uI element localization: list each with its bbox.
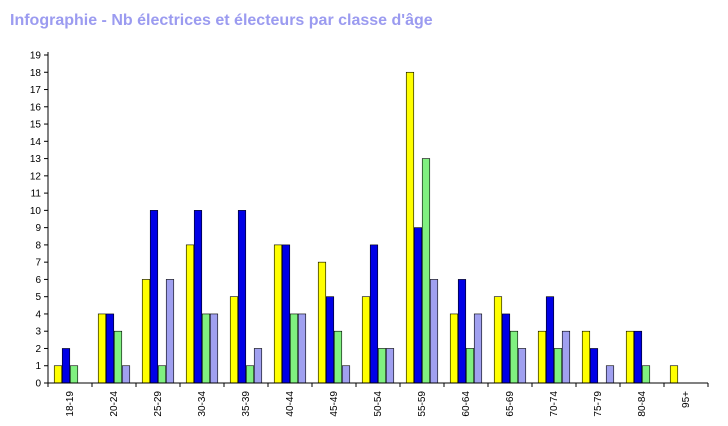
bar-55-59-s1 [405,71,415,384]
bar-40-44-s3 [289,313,299,384]
y-tick-label: 18 [30,68,42,79]
y-tick-label: 13 [30,154,42,165]
bar-30-34-s1 [185,244,195,384]
bar-65-69-s2 [501,313,511,384]
y-tick-label: 16 [30,102,42,113]
y-tick-label: 3 [35,327,41,338]
x-tick-label: 95+ [681,391,692,408]
bar-25-29-s3 [157,365,167,384]
bar-20-24-s1 [97,313,107,384]
bar-75-79-s2 [589,348,599,384]
y-tick-label: 12 [30,171,42,182]
x-tick-label: 70-74 [549,391,560,417]
x-tick-label: 65-69 [505,391,516,417]
bar-80-84-s3 [641,365,651,384]
bar-40-44-s1 [273,244,283,384]
x-tick-label: 55-59 [417,391,428,417]
chart-title: Infographie - Nb électrices et électeurs… [10,12,433,29]
bar-65-69-s4 [517,348,527,384]
bar-50-54-s2 [369,244,379,384]
y-tick-label: 1 [35,361,41,372]
x-tick-label: 25-29 [153,391,164,417]
x-tick-label: 18-19 [65,391,76,417]
bar-50-54-s3 [377,348,387,384]
y-tick-label: 5 [35,292,41,303]
bar-50-54-s1 [361,296,371,384]
bar-25-29-s1 [141,279,151,384]
bar-70-74-s1 [537,330,547,384]
bar-70-74-s4 [561,330,571,384]
bar-65-69-s1 [493,296,503,384]
axes-layer [44,52,709,387]
x-tick-label: 35-39 [241,391,252,417]
bar-20-24-s4 [121,365,131,384]
bar-95+-s1 [669,365,679,384]
y-tick-label: 10 [30,206,42,217]
bars-layer [53,71,679,384]
x-tick-label: 40-44 [285,391,296,417]
bar-35-39-s4 [253,348,263,384]
bar-60-64-s1 [449,313,459,384]
bar-25-29-s4 [165,279,175,384]
y-tick-label: 15 [30,120,42,131]
bar-18-19-s3 [69,365,79,384]
y-tick-label: 9 [35,223,41,234]
bar-18-19-s1 [53,365,63,384]
bar-60-64-s3 [465,348,475,384]
bar-75-79-s4 [605,365,615,384]
x-tick-labels: 18-19 20-24 25-29 30-34 35-39 40-44 45-49 50-54… [65,391,692,417]
bar-45-49-s2 [325,296,335,384]
bar-35-39-s3 [245,365,255,384]
bar-55-59-s2 [413,227,423,384]
bar-18-19-s2 [61,348,71,384]
bar-25-29-s2 [149,210,159,384]
bar-40-44-s4 [297,313,307,384]
y-tick-label: 2 [35,344,41,355]
bar-70-74-s2 [545,296,555,384]
x-tick-label: 30-34 [197,391,208,417]
bar-30-34-s3 [201,313,211,384]
y-tick-label: 4 [35,309,41,320]
bar-75-79-s1 [581,330,591,384]
bar-20-24-s2 [105,313,115,384]
bar-60-64-s2 [457,279,467,384]
bar-65-69-s3 [509,330,519,384]
y-tick-label: 6 [35,275,41,286]
bar-45-49-s1 [317,261,327,384]
bar-45-49-s4 [341,365,351,384]
y-tick-label: 11 [31,189,42,200]
x-tick-label: 20-24 [109,391,120,417]
y-tick-label: 14 [30,137,42,148]
bar-30-34-s2 [193,210,203,384]
y-tick-label: 8 [35,240,41,251]
bar-80-84-s2 [633,330,643,384]
bar-20-24-s3 [113,330,123,384]
bar-70-74-s3 [553,348,563,384]
x-tick-label: 80-84 [637,391,648,417]
y-tick-label: 17 [30,85,42,96]
bar-50-54-s4 [385,348,395,384]
x-tick-label: 60-64 [461,391,472,417]
bar-60-64-s4 [473,313,483,384]
bar-80-84-s1 [625,330,635,384]
bar-30-34-s4 [209,313,219,384]
bar-35-39-s1 [229,296,239,384]
bar-45-49-s3 [333,330,343,384]
y-tick-label: 7 [35,258,41,269]
bar-55-59-s3 [421,158,431,384]
y-tick-label: 0 [35,379,41,390]
bar-55-59-s4 [429,279,439,384]
x-tick-label: 45-49 [329,391,340,417]
bar-40-44-s2 [281,244,291,384]
bar-35-39-s2 [237,210,247,384]
y-tick-label: 19 [30,51,42,62]
x-tick-label: 50-54 [373,391,384,417]
x-tick-label: 75-79 [593,391,604,417]
